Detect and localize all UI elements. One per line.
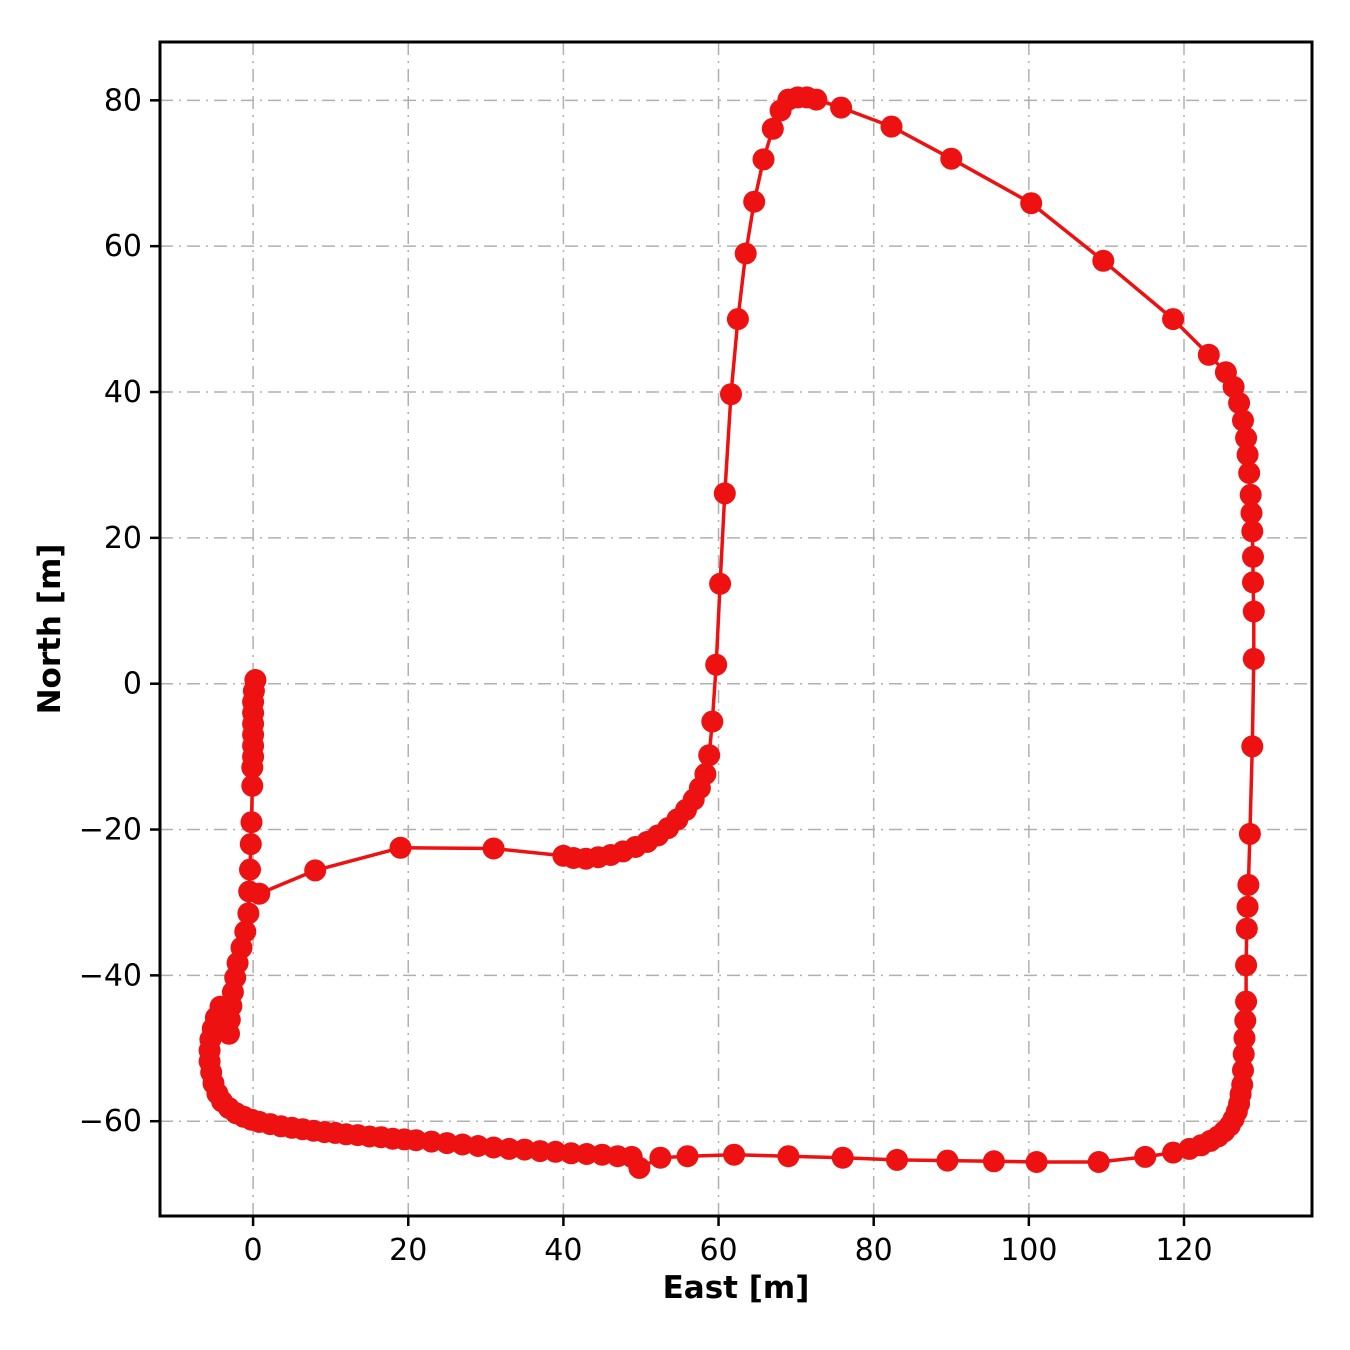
data-point-marker [1242,647,1265,670]
data-point-marker [936,1149,959,1172]
data-point-marker [1235,427,1258,449]
tick-labels: 0 20 40 60 80 100 120 −60 −40 −20 0 20 40 60 80 [79,83,1213,1268]
y-axis-label: North [m] [32,544,68,715]
data-point-marker [1241,735,1264,758]
data-point-marker [1238,462,1261,484]
x-tick-label: 60 [699,1233,737,1268]
data-point-marker [239,833,262,856]
y-tick-label: 40 [104,375,142,410]
data-point-marker [1234,1009,1257,1032]
data-point-marker [1197,343,1220,366]
data-point-marker [713,482,736,505]
data-point-marker [726,308,749,331]
data-point-marker [880,115,903,138]
y-tick-label: 80 [104,83,142,118]
data-point-marker [304,859,327,882]
data-point-marker [1134,1145,1157,1168]
data-point-marker [1242,545,1264,568]
data-point-marker [701,710,724,733]
data-point-marker [723,1143,746,1166]
data-point-marker [1237,873,1260,896]
data-point-marker [1238,822,1261,845]
data-point-marker [1242,600,1265,623]
x-tick-label: 100 [1000,1233,1057,1268]
data-point-marker [1092,249,1115,272]
data-point-marker [529,1140,552,1163]
data-point-marker [940,147,963,170]
data-point-marker [649,1146,672,1169]
data-point-marker [676,1145,699,1168]
x-tick-label: 120 [1155,1233,1212,1268]
grid-lines [160,42,1312,1216]
data-point-marker [1232,1059,1254,1082]
y-tick-label: −60 [79,1104,142,1139]
data-point-marker [498,1137,521,1160]
data-point-marker [1235,990,1258,1013]
data-point-marker [1242,571,1264,594]
data-point-marker [1240,502,1263,525]
data-point-marker [709,572,732,595]
data-point-marker [1239,483,1262,506]
data-point-marker [1241,520,1264,543]
data-point-marker [698,744,721,767]
data-point-marker [743,190,766,213]
data-point-marker [1214,361,1237,384]
data-point-marker [240,811,263,834]
y-tick-label: 20 [104,521,142,556]
data-point-marker [628,1156,651,1179]
data-point-marker [237,902,260,925]
y-tick-label: 60 [104,229,142,264]
data-point-marker [830,96,853,119]
data-point-marker [575,1143,598,1165]
data-point-marker [1235,917,1258,940]
y-tick-label: −40 [79,958,142,993]
data-point-marker [1235,954,1258,977]
data-point-marker [752,148,775,171]
data-point-marker [552,844,575,867]
data-point-marker [1236,895,1259,918]
data-point-marker [482,837,505,860]
y-tick-label: 0 [123,667,142,702]
x-tick-label: 40 [544,1233,582,1268]
data-point-marker [734,242,757,265]
data-point-marker [886,1148,908,1171]
data-point-marker [560,1142,583,1165]
data-point-marker [769,99,792,122]
x-tick-label: 0 [244,1233,263,1268]
data-point-marker [1087,1151,1110,1173]
plot-frame [158,40,1314,1218]
data-point-marker [239,858,261,881]
data-point-marker [1232,1043,1255,1066]
data-point-marker [1020,192,1043,215]
data-point-marker [248,882,271,905]
data-point-marker [777,1145,800,1168]
x-axis-label: East [m] [663,1270,810,1306]
trajectory-series [198,86,1265,1179]
data-point-marker [1232,409,1254,432]
data-point-marker [982,1150,1005,1173]
data-point-marker [705,653,728,676]
y-tick-label: −20 [79,813,142,848]
data-point-marker [1233,1027,1256,1050]
data-point-marker [241,774,264,797]
x-tick-label: 20 [389,1233,427,1268]
data-point-marker [241,756,264,779]
data-point-marker [761,117,784,140]
data-point-marker [1162,308,1185,331]
data-point-marker [1236,443,1259,466]
data-point-marker [831,1146,854,1169]
x-tick-label: 80 [855,1233,893,1268]
data-point-marker [1025,1151,1048,1173]
axis-ticks [150,99,1186,1226]
data-point-marker [720,383,742,406]
data-point-marker [389,836,412,859]
